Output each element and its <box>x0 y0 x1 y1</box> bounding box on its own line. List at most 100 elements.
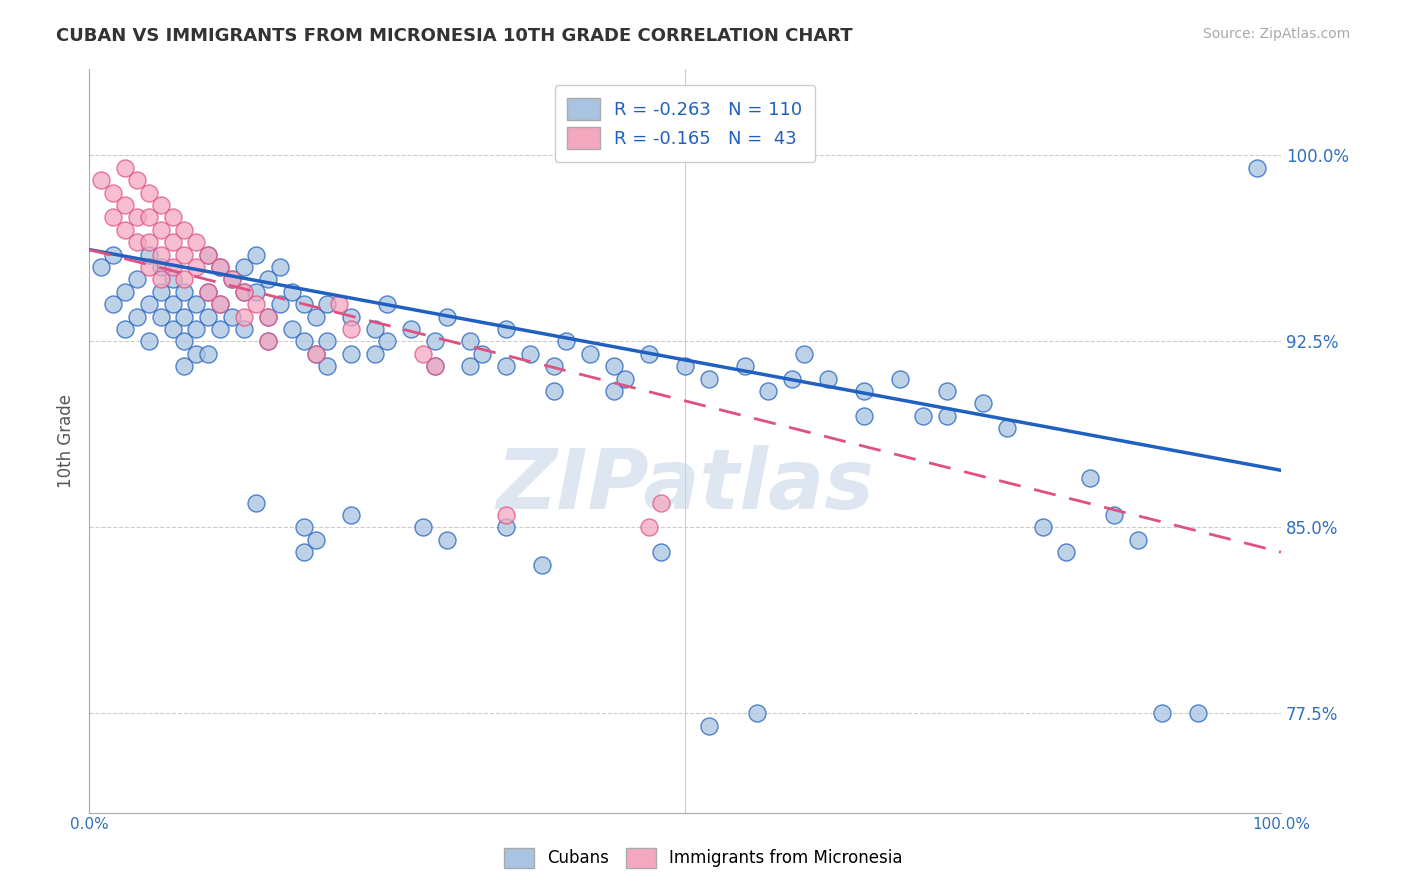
Point <box>1126 533 1149 547</box>
Point <box>173 223 195 237</box>
Point <box>114 322 136 336</box>
Point <box>340 322 363 336</box>
Point <box>125 211 148 225</box>
Point <box>197 285 219 299</box>
Point <box>186 322 208 336</box>
Point <box>614 371 637 385</box>
Point <box>1102 508 1125 522</box>
Point <box>316 297 339 311</box>
Point <box>734 359 756 373</box>
Point <box>423 359 446 373</box>
Point <box>495 520 517 534</box>
Point <box>745 706 768 721</box>
Point <box>114 285 136 299</box>
Point <box>162 322 184 336</box>
Point <box>638 347 661 361</box>
Point <box>304 533 326 547</box>
Point <box>269 297 291 311</box>
Point <box>292 297 315 311</box>
Point <box>149 247 172 261</box>
Point <box>162 211 184 225</box>
Point <box>114 223 136 237</box>
Point <box>375 297 398 311</box>
Point <box>292 334 315 349</box>
Point <box>114 198 136 212</box>
Point <box>280 322 302 336</box>
Point <box>221 310 243 324</box>
Point <box>650 495 672 509</box>
Legend: R = -0.263   N = 110, R = -0.165   N =  43: R = -0.263 N = 110, R = -0.165 N = 43 <box>555 85 815 161</box>
Point <box>162 260 184 274</box>
Point <box>1032 520 1054 534</box>
Point <box>173 310 195 324</box>
Point <box>495 508 517 522</box>
Point <box>209 297 232 311</box>
Point <box>304 347 326 361</box>
Point <box>149 198 172 212</box>
Point <box>138 186 160 200</box>
Point <box>138 247 160 261</box>
Point <box>543 384 565 398</box>
Point <box>101 186 124 200</box>
Point <box>257 272 280 286</box>
Point <box>995 421 1018 435</box>
Point <box>125 310 148 324</box>
Point <box>101 297 124 311</box>
Point <box>364 347 387 361</box>
Point <box>936 384 959 398</box>
Point <box>257 310 280 324</box>
Point <box>186 347 208 361</box>
Point <box>245 297 267 311</box>
Point <box>197 347 219 361</box>
Legend: Cubans, Immigrants from Micronesia: Cubans, Immigrants from Micronesia <box>496 841 910 875</box>
Point <box>650 545 672 559</box>
Point <box>423 359 446 373</box>
Point <box>328 297 350 311</box>
Point <box>1150 706 1173 721</box>
Point <box>138 260 160 274</box>
Point <box>90 173 112 187</box>
Point <box>852 384 875 398</box>
Point <box>1054 545 1077 559</box>
Point <box>173 285 195 299</box>
Point <box>1078 471 1101 485</box>
Text: CUBAN VS IMMIGRANTS FROM MICRONESIA 10TH GRADE CORRELATION CHART: CUBAN VS IMMIGRANTS FROM MICRONESIA 10TH… <box>56 27 853 45</box>
Point <box>221 272 243 286</box>
Point <box>233 322 256 336</box>
Point <box>90 260 112 274</box>
Point <box>209 297 232 311</box>
Point <box>495 322 517 336</box>
Point <box>173 359 195 373</box>
Point <box>412 347 434 361</box>
Text: ZIPatlas: ZIPatlas <box>496 445 875 525</box>
Point <box>912 409 935 423</box>
Point <box>602 384 624 398</box>
Point <box>292 520 315 534</box>
Point <box>233 260 256 274</box>
Point <box>638 520 661 534</box>
Point <box>460 359 482 373</box>
Point <box>209 260 232 274</box>
Point <box>292 545 315 559</box>
Point <box>173 247 195 261</box>
Point <box>316 359 339 373</box>
Point <box>673 359 696 373</box>
Point <box>793 347 815 361</box>
Point <box>162 272 184 286</box>
Point <box>138 211 160 225</box>
Point <box>269 260 291 274</box>
Point <box>257 334 280 349</box>
Point <box>173 272 195 286</box>
Point <box>340 310 363 324</box>
Point <box>460 334 482 349</box>
Point <box>519 347 541 361</box>
Point <box>245 247 267 261</box>
Point <box>375 334 398 349</box>
Point <box>412 520 434 534</box>
Point <box>245 285 267 299</box>
Point <box>162 297 184 311</box>
Point <box>125 173 148 187</box>
Point <box>852 409 875 423</box>
Point <box>138 334 160 349</box>
Point <box>209 260 232 274</box>
